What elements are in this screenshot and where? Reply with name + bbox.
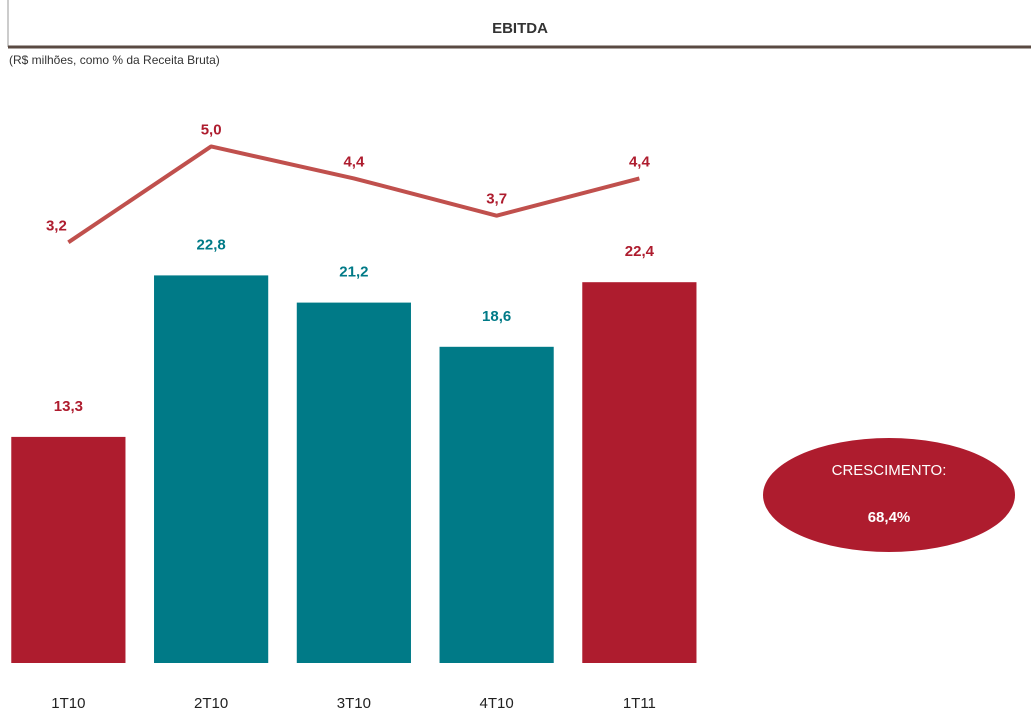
line-value-label: 5,0: [201, 121, 222, 138]
line-value-label: 4,4: [629, 153, 651, 170]
annotation-bubble: [763, 438, 1015, 552]
bar: [296, 302, 411, 663]
bar-value-label: 21,2: [339, 264, 368, 281]
line: [67, 144, 640, 244]
bar-value-label: 22,4: [625, 243, 655, 260]
bar: [11, 436, 126, 663]
chart-title: EBITDA: [492, 20, 548, 37]
x-tick-label: 4T10: [480, 695, 514, 712]
x-tick-label: 3T10: [337, 695, 371, 712]
line-value-label: 3,7: [486, 191, 507, 208]
x-tick-label: 1T10: [51, 695, 85, 712]
bar: [439, 346, 554, 663]
bar-value-label: 13,3: [54, 398, 83, 415]
bar: [154, 275, 269, 663]
line-value-label: 3,2: [46, 217, 67, 234]
line-value-label: 4,4: [343, 153, 365, 170]
annotation-text: 68,4%: [868, 509, 911, 526]
chart-subtitle: (R$ milhões, como % da Receita Bruta): [9, 53, 220, 67]
bar-value-label: 18,6: [482, 308, 511, 325]
x-tick-label: 1T11: [623, 695, 656, 712]
x-tick-label: 2T10: [194, 695, 228, 712]
bar: [582, 282, 697, 663]
annotation-title: CRESCIMENTO:: [832, 462, 947, 479]
bar-value-label: 22,8: [197, 236, 226, 253]
